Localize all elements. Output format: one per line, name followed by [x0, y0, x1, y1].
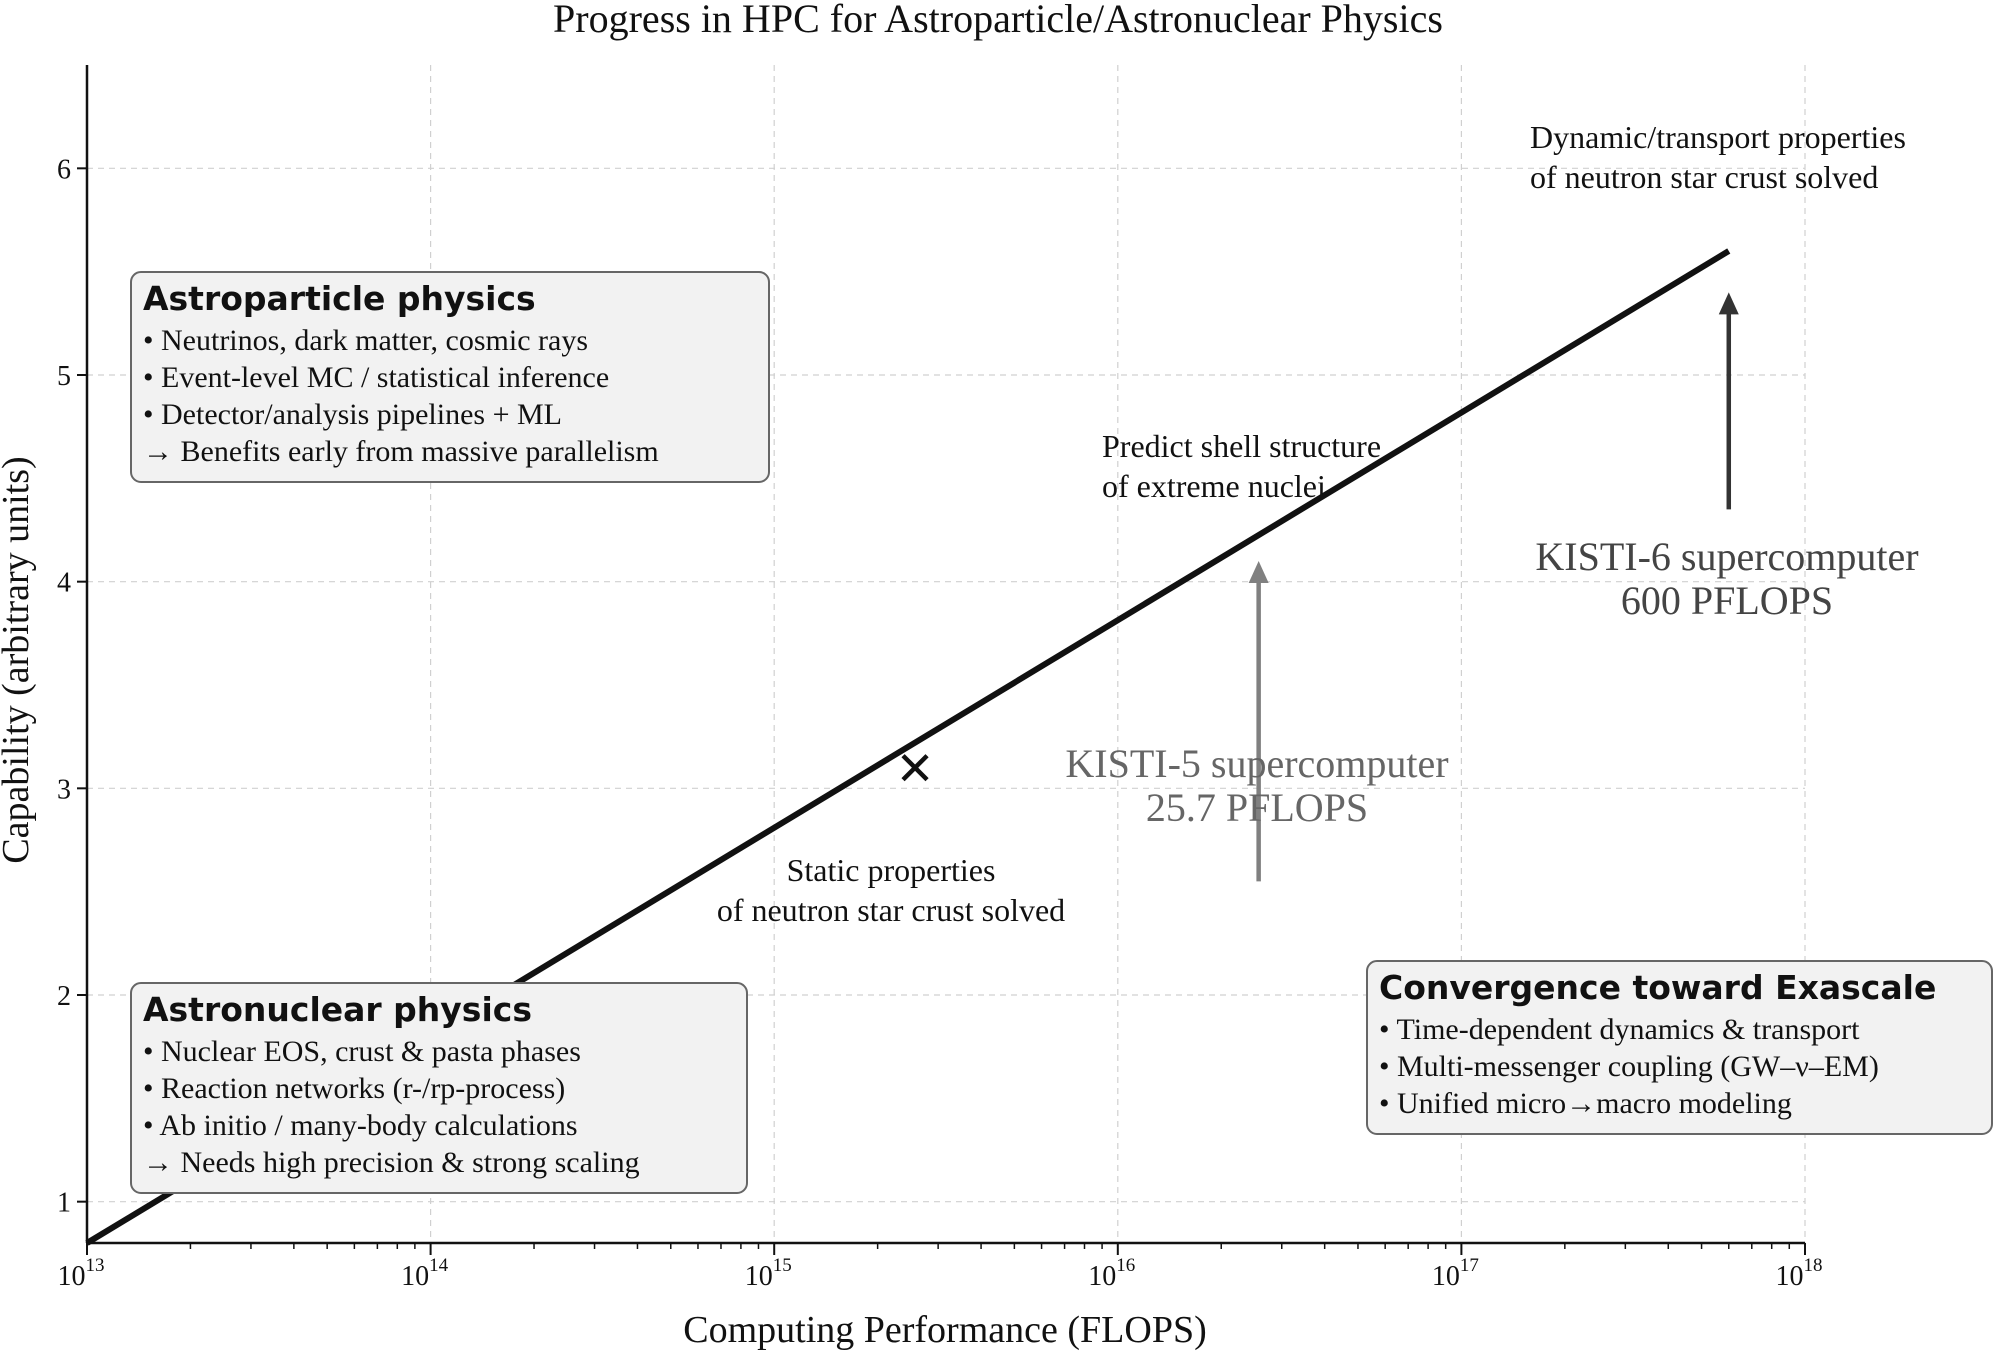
y-tick-label: 6 [57, 154, 71, 185]
x-tick-label-exponent: 17 [1460, 1255, 1479, 1276]
info-box-line: • Nuclear EOS, crust & pasta phases [143, 1035, 581, 1068]
x-tick-label: 1017 [1432, 1255, 1479, 1292]
shell-structure-label-line: of extreme nuclei [1102, 468, 1326, 504]
kisti6-label-line: KISTI-6 supercomputer [1535, 534, 1918, 579]
astroparticle-box: Astroparticle physics • Neutrinos, dark m… [130, 271, 770, 483]
exascale-box: Convergence toward Exascale • Time-depend… [1366, 960, 1993, 1135]
info-box-line: • Detector/analysis pipelines + ML [143, 398, 562, 431]
kisti5-label-line: KISTI-5 supercomputer [1065, 741, 1448, 786]
y-tick-label: 4 [57, 568, 71, 599]
info-box-line: • Time-dependent dynamics & transport [1379, 1013, 1860, 1046]
chart-title: Progress in HPC for Astroparticle/Astron… [553, 0, 1443, 41]
info-box-line: • Neutrinos, dark matter, cosmic rays [143, 324, 588, 357]
y-tick-label: 2 [57, 981, 71, 1012]
info-box-title: Astronuclear physics [143, 990, 532, 1029]
info-box-line: • Unified micro→macro modeling [1379, 1087, 1792, 1120]
shell-structure-label-line: Predict shell structure [1102, 428, 1381, 464]
kisti6-label-line: 600 PFLOPS [1621, 578, 1833, 623]
info-box-line: • Multi-messenger coupling (GW–ν–EM) [1379, 1050, 1879, 1083]
info-boxes: Astroparticle physics • Neutrinos, dark m… [130, 271, 1993, 1194]
x-tick-label: 1018 [1776, 1255, 1823, 1292]
arrow-head [1248, 561, 1269, 583]
kisti5-label-line: 25.7 PFLOPS [1146, 785, 1368, 830]
dynamic-transport-label-line: of neutron star crust solved [1530, 159, 1878, 195]
info-box-frame [130, 982, 748, 1194]
x-tick-label-exponent: 16 [1116, 1255, 1135, 1276]
info-box-title: Convergence toward Exascale [1379, 968, 1936, 1007]
y-axis-label: Capability (arbitrary units) [0, 456, 37, 863]
y-tick-label: 3 [57, 774, 71, 805]
dynamic-transport-label-line: Dynamic/transport properties [1530, 119, 1906, 155]
x-tick-label-exponent: 15 [773, 1255, 792, 1276]
static-properties-label-line: Static properties [787, 852, 996, 888]
labels: Progress in HPC for Astroparticle/Astron… [0, 0, 1443, 1351]
x-tick-label-exponent: 13 [86, 1255, 105, 1276]
info-box-line: • Reaction networks (r-/rp-process) [143, 1072, 565, 1105]
marker-x [901, 754, 929, 782]
static-properties-label-line: of neutron star crust solved [717, 892, 1065, 928]
y-tick-label: 5 [57, 361, 71, 392]
y-tick-label: 1 [57, 1188, 71, 1219]
info-box-line: → Needs high precision & strong scaling [143, 1146, 640, 1179]
info-box-title: Astroparticle physics [143, 279, 536, 318]
info-box-line: • Event-level MC / statistical inference [143, 361, 609, 394]
info-box-line: → Benefits early from massive parallelis… [143, 435, 659, 468]
info-box-frame [130, 271, 770, 483]
arrow-head [1718, 292, 1739, 315]
info-box-frame [1366, 960, 1993, 1135]
x-tick-label-exponent: 14 [429, 1255, 449, 1276]
x-tick-label: 1016 [1088, 1255, 1135, 1292]
x-tick-label-exponent: 18 [1804, 1255, 1823, 1276]
info-box-line: • Ab initio / many-body calculations [143, 1109, 578, 1142]
astronuclear-box: Astronuclear physics • Nuclear EOS, crust… [130, 982, 748, 1194]
x-axis-label: Computing Performance (FLOPS) [683, 1309, 1207, 1351]
